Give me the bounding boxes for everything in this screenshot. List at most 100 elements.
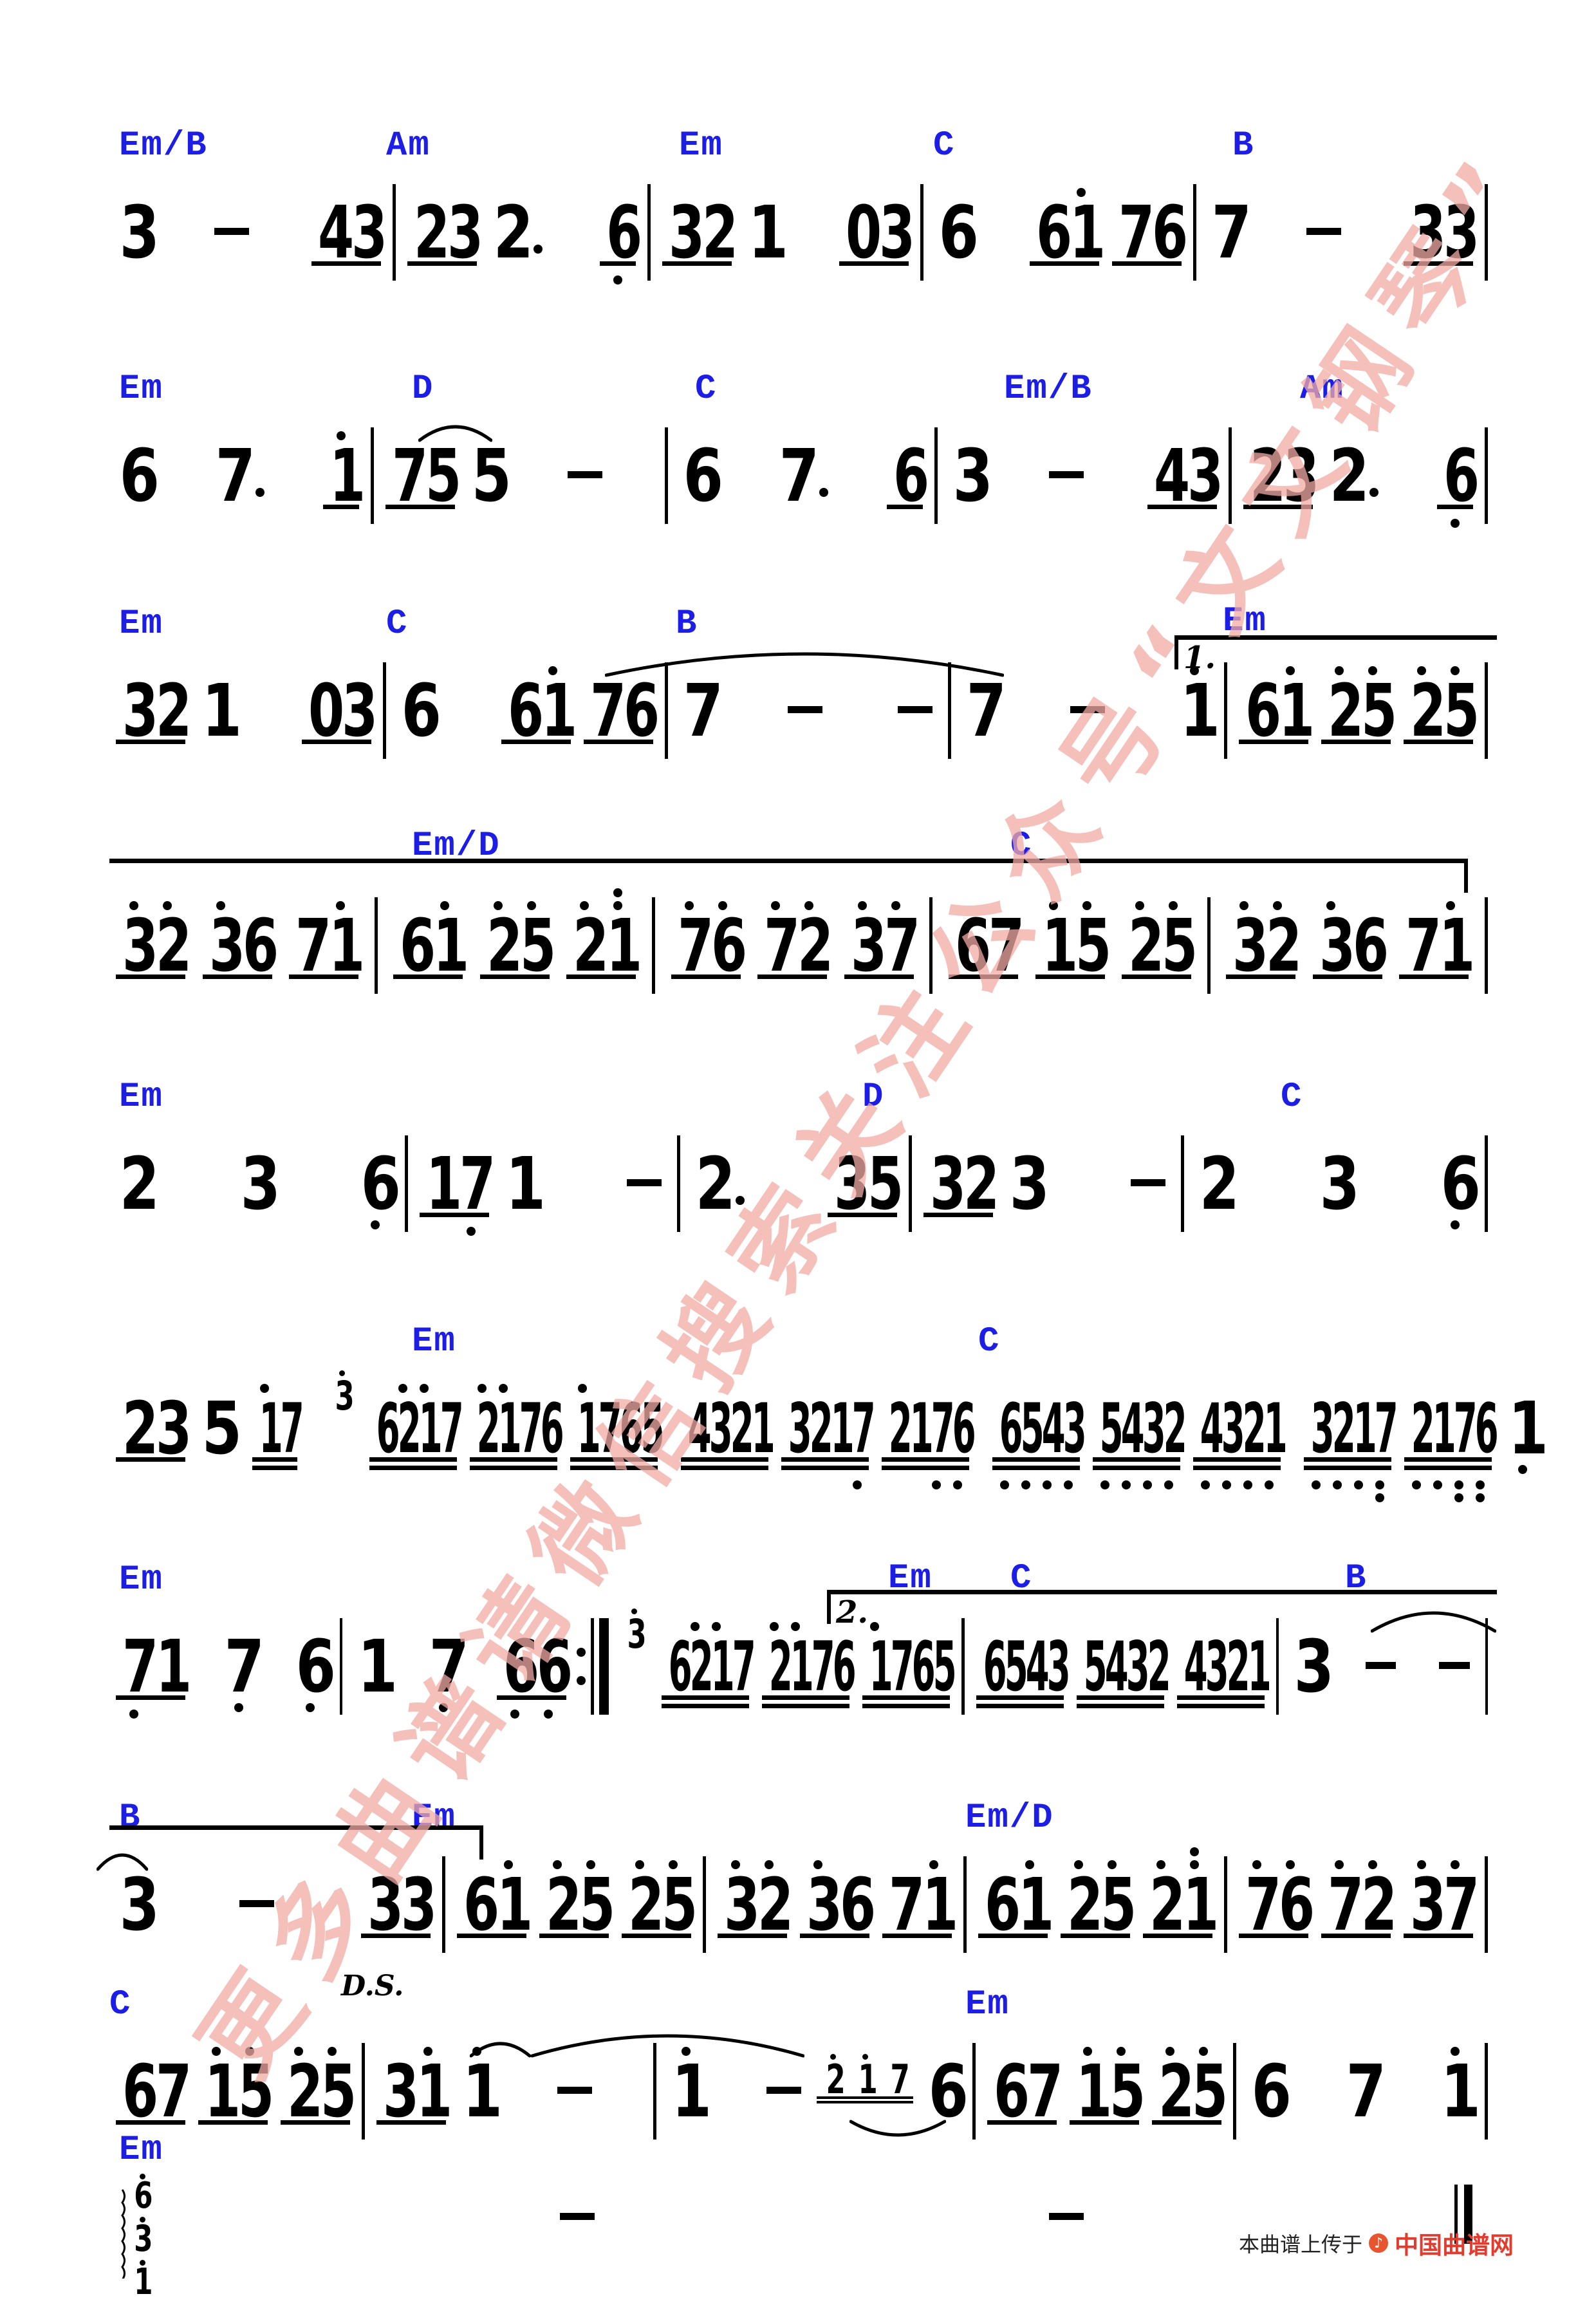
note: 2	[393, 1361, 422, 1480]
beam-line	[570, 1457, 658, 1462]
note: 3	[1316, 1116, 1360, 1220]
note: 2	[1406, 1361, 1435, 1502]
volta-bracket: 1.	[1174, 635, 1497, 673]
octave-dot	[1082, 901, 1091, 910]
octave-dots-above	[1368, 1837, 1377, 1874]
beam-line	[1112, 261, 1182, 266]
beam-line	[1437, 505, 1473, 509]
octave-dots-above	[398, 1361, 407, 1398]
note: 1	[324, 878, 365, 989]
note-digit: 1	[922, 1863, 959, 1947]
octave-dots-below	[129, 1710, 138, 1719]
note: 1	[747, 1361, 775, 1480]
spacer	[1359, 1116, 1431, 1123]
spacer	[510, 408, 557, 415]
octave-dots-below	[613, 275, 622, 284]
note-digit: 1	[1508, 1387, 1548, 1471]
note: 6	[1348, 878, 1389, 989]
spacer	[750, 1116, 822, 1123]
note: 1	[785, 1599, 814, 1719]
octave-dots-above	[1239, 878, 1249, 915]
octave-dots-below	[544, 1710, 553, 1719]
note-digit: 5	[320, 2050, 357, 2134]
note: 6	[116, 408, 160, 512]
octave-dots-below	[234, 1703, 243, 1712]
note-digit: 2	[1250, 434, 1286, 518]
note: 1	[855, 2046, 878, 2102]
octave-dot	[577, 1384, 587, 1393]
note: 3	[1228, 878, 1268, 989]
note: 6	[602, 165, 642, 284]
octave-dot	[1200, 1480, 1210, 1489]
note-digit: 1	[1439, 904, 1476, 988]
note: 6	[615, 1361, 644, 1480]
chord-label: C	[933, 126, 956, 165]
note: 1	[602, 878, 643, 989]
octave-dot	[212, 2047, 221, 2056]
chord-label: Em	[119, 1560, 163, 1599]
note-digit: 7	[1443, 1863, 1480, 1947]
note: 7	[775, 408, 819, 512]
note-digit: 3	[1443, 191, 1480, 275]
note-digit: 6	[983, 1627, 1007, 1706]
note-digit: 1	[671, 2050, 712, 2134]
stacked-note: 1	[131, 2255, 153, 2300]
octave-dot-above	[139, 2169, 145, 2181]
note-digit: 3	[1410, 1863, 1447, 1947]
octave-dot	[1475, 1493, 1485, 1502]
barline	[1485, 2043, 1488, 2140]
octave-dots-below	[1221, 1480, 1231, 1489]
octave-dot	[731, 1860, 740, 1869]
octave-dot	[553, 1860, 562, 1869]
note: 7	[1342, 2024, 1386, 2128]
octave-dot	[129, 1710, 138, 1719]
spacer	[978, 165, 1023, 171]
note: 3	[396, 1837, 437, 1948]
footer-upload-text: 本曲谱上传于	[1239, 2232, 1363, 2257]
chord-label: C	[1281, 1077, 1303, 1117]
octave-dot	[548, 666, 558, 675]
octave-dot	[1169, 901, 1178, 910]
octave-dots-above	[613, 878, 623, 915]
note: 6	[1470, 1361, 1499, 1502]
octave-dots-above	[765, 1837, 774, 1874]
beam-line	[457, 1934, 526, 1938]
note: 3	[925, 1116, 966, 1227]
beam-line	[1076, 1695, 1164, 1700]
note-digit: 2	[809, 1389, 833, 1468]
note-digit: 7	[884, 904, 920, 988]
note: 2	[568, 878, 609, 989]
note-digit: 3	[879, 191, 916, 275]
note: 1	[1176, 643, 1220, 747]
note: 7	[1114, 165, 1155, 275]
octave-dot	[1417, 666, 1427, 675]
dash-continuation	[766, 2087, 801, 2094]
octave-dots-above	[1117, 2024, 1126, 2061]
note: 3	[151, 1361, 192, 1471]
note: 3	[1306, 1361, 1335, 1502]
spacer	[787, 165, 833, 171]
beam-line	[976, 1704, 1064, 1708]
beam-line	[1399, 974, 1469, 979]
note: 6	[889, 408, 929, 519]
note-digit: 3	[627, 1610, 647, 1657]
spacer	[396, 1599, 419, 1605]
note: 6	[395, 878, 436, 989]
score-row: 3 3 3 6 1 2 5 2 5 3 2 3 6 7 1 6 1 2 5 2 1 7 6 7 2 3 7 B Em Em/D D.S.	[97, 1801, 1493, 2002]
note: 7	[221, 1599, 264, 1712]
octave-dot	[891, 901, 900, 910]
octave-dots-below	[1451, 1220, 1460, 1229]
note: 2	[541, 1837, 582, 1948]
note-digit: 6	[710, 904, 747, 988]
note-digit: 3	[240, 1142, 281, 1226]
spacer	[279, 1116, 351, 1123]
octave-dot	[852, 1480, 862, 1489]
